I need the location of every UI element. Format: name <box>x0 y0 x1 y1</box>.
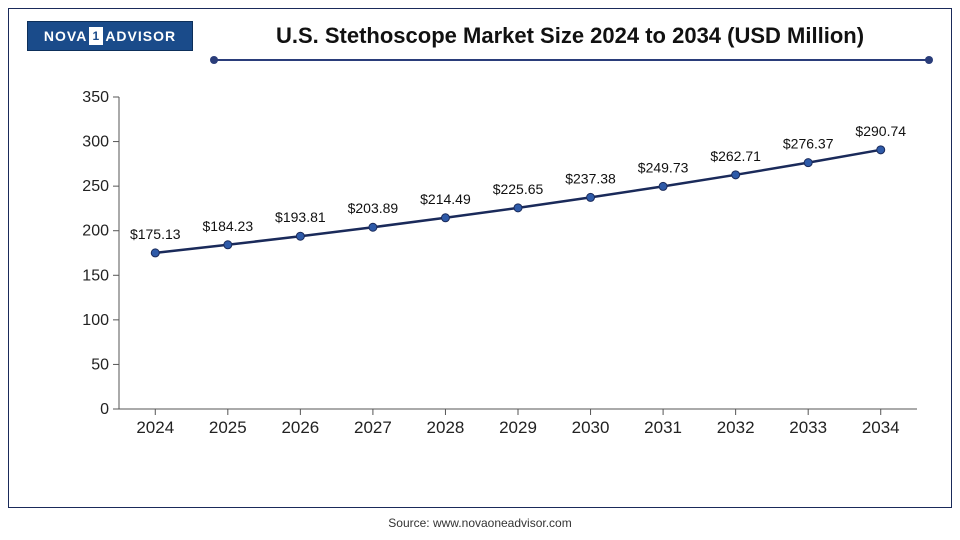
logo-one: 1 <box>89 27 103 45</box>
svg-text:$175.13: $175.13 <box>130 226 181 242</box>
svg-text:2026: 2026 <box>281 418 319 437</box>
svg-text:$290.74: $290.74 <box>855 123 906 139</box>
svg-text:250: 250 <box>82 178 109 195</box>
chart-title: U.S. Stethoscope Market Size 2024 to 203… <box>209 23 931 49</box>
svg-text:2029: 2029 <box>499 418 537 437</box>
svg-text:$237.38: $237.38 <box>565 170 616 186</box>
svg-text:350: 350 <box>82 89 109 106</box>
svg-text:2024: 2024 <box>136 418 174 437</box>
brand-logo: NOVA 1 ADVISOR <box>27 21 193 51</box>
svg-text:$225.65: $225.65 <box>493 181 544 197</box>
svg-text:2031: 2031 <box>644 418 682 437</box>
svg-text:2025: 2025 <box>209 418 247 437</box>
svg-text:2032: 2032 <box>717 418 755 437</box>
svg-text:300: 300 <box>82 134 109 151</box>
svg-text:$214.49: $214.49 <box>420 191 471 207</box>
logo-post: ADVISOR <box>105 28 176 44</box>
svg-text:2033: 2033 <box>789 418 827 437</box>
title-underline <box>214 59 929 61</box>
chart-frame: NOVA 1 ADVISOR U.S. Stethoscope Market S… <box>8 8 952 508</box>
svg-text:50: 50 <box>91 356 109 373</box>
svg-text:2027: 2027 <box>354 418 392 437</box>
svg-text:$203.89: $203.89 <box>348 200 399 216</box>
svg-text:$276.37: $276.37 <box>783 136 834 152</box>
svg-text:200: 200 <box>82 223 109 240</box>
svg-text:$249.73: $249.73 <box>638 159 689 175</box>
svg-text:0: 0 <box>100 401 109 418</box>
svg-text:$184.23: $184.23 <box>203 218 254 234</box>
svg-text:$193.81: $193.81 <box>275 209 326 225</box>
svg-text:$262.71: $262.71 <box>710 148 761 164</box>
svg-text:2034: 2034 <box>862 418 900 437</box>
svg-text:2028: 2028 <box>427 418 465 437</box>
line-chart: 0 50 100 150 200 250 300 350 2024 2025 2026 2027 202… <box>69 87 927 443</box>
source-caption: Source: www.novaoneadvisor.com <box>0 516 960 530</box>
svg-text:2030: 2030 <box>572 418 610 437</box>
chart-plot-area: 0 50 100 150 200 250 300 350 2024 2025 2026 2027 202… <box>69 87 927 443</box>
svg-text:100: 100 <box>82 312 109 329</box>
svg-text:150: 150 <box>82 267 109 284</box>
logo-pre: NOVA <box>44 28 87 44</box>
